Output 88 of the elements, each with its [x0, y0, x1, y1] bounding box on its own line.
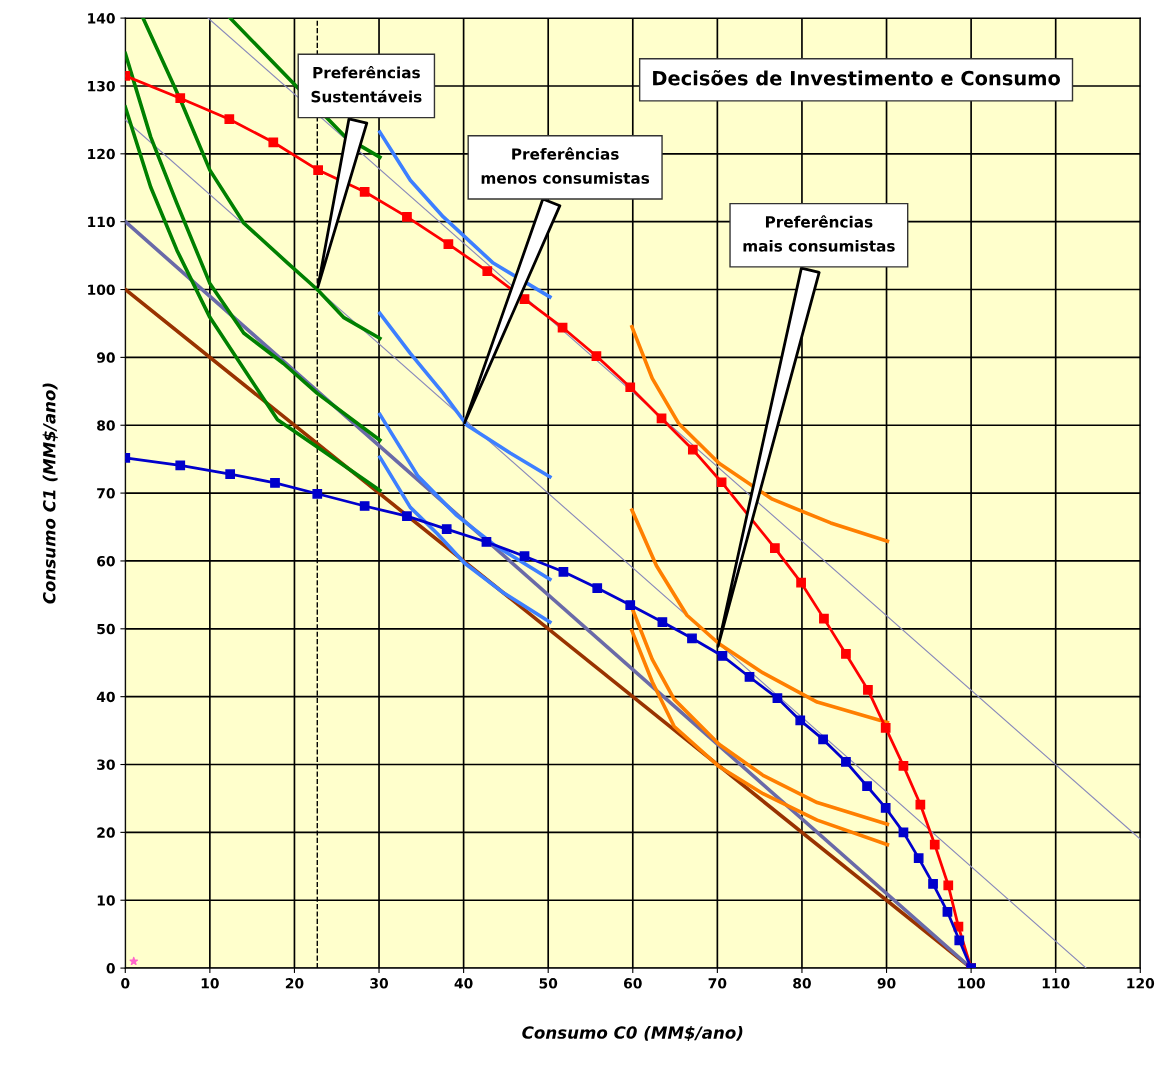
point [482, 266, 493, 277]
point [313, 165, 323, 175]
point [687, 633, 697, 644]
y-tick-label: 80 [97, 420, 115, 431]
point [942, 906, 953, 917]
x-axis-title: Consumo C0 (MM$/ano) [522, 1025, 743, 1042]
point [592, 583, 603, 593]
annotation: Preferências menos consumistas [481, 147, 650, 184]
point [443, 239, 454, 249]
point [225, 469, 236, 479]
y-tick-label: 60 [97, 555, 115, 567]
x-tick-label: 10 [201, 978, 219, 989]
point [819, 613, 829, 624]
point [481, 537, 492, 547]
point [625, 382, 636, 393]
point [716, 477, 727, 488]
line-series [630, 629, 890, 847]
y-tick-label: 120 [88, 148, 115, 160]
y-tick-label: 0 [106, 963, 115, 974]
x-tick-label: 80 [793, 978, 811, 989]
x-tick-label: 60 [623, 978, 642, 989]
point [312, 488, 323, 499]
y-tick-label: 110 [88, 216, 115, 228]
line-series [378, 311, 552, 479]
point [863, 685, 873, 695]
point [943, 880, 954, 891]
point [687, 444, 698, 455]
point [841, 649, 851, 659]
point [591, 351, 602, 361]
point [913, 853, 924, 864]
point [880, 803, 891, 813]
point [558, 566, 569, 577]
point [717, 651, 728, 661]
text: Decisões de Investimento e Consumo [653, 70, 1060, 86]
point [880, 723, 891, 733]
point [625, 600, 636, 610]
point [772, 693, 783, 703]
point [129, 956, 139, 966]
annotation: Preferências mais consumistas [743, 215, 895, 252]
x-tick-label: 20 [285, 978, 304, 989]
point [359, 186, 370, 197]
x-tick-label: 40 [454, 978, 473, 989]
point [796, 577, 806, 588]
y-tick-label: 40 [96, 691, 115, 703]
y-tick-label: 140 [88, 13, 115, 24]
point [268, 137, 279, 148]
point [928, 879, 938, 889]
point [657, 617, 668, 627]
point [519, 551, 530, 562]
point [898, 761, 909, 771]
point [441, 524, 452, 534]
point [744, 672, 755, 682]
point [175, 460, 186, 471]
y-tick-label: 70 [97, 488, 115, 499]
point [224, 114, 235, 125]
line-series [125, 105, 382, 493]
y-axis-title: Consumo C1 (MM$/ano) [42, 383, 58, 604]
point [862, 781, 872, 792]
line-series [630, 325, 890, 544]
y-tick-label: 130 [88, 80, 115, 92]
point [929, 839, 940, 850]
annotation: Preferências Sustentáveis [311, 65, 422, 103]
point [359, 501, 370, 511]
point [270, 478, 280, 488]
x-tick-label: 110 [1042, 978, 1070, 989]
y-tick-label: 10 [97, 895, 115, 906]
x-tick-label: 70 [708, 978, 727, 989]
y-tick-label: 30 [97, 759, 115, 770]
point [402, 212, 412, 222]
point [841, 756, 851, 767]
x-tick-label: 100 [958, 978, 985, 989]
x-tick-label: 120 [1127, 978, 1155, 989]
line-series [378, 412, 552, 582]
y-tick-label: 100 [88, 284, 115, 295]
y-tick-label: 50 [97, 623, 115, 635]
point [175, 93, 186, 104]
y-tick-label: 20 [97, 827, 115, 838]
x-tick-label: 50 [539, 978, 558, 989]
x-tick-label: 30 [370, 978, 389, 989]
point [402, 511, 412, 522]
point [818, 734, 828, 745]
point [954, 935, 965, 946]
x-tick-label: 90 [877, 978, 896, 989]
line-series [378, 455, 552, 624]
x-tick-label: 0 [121, 978, 130, 989]
point [795, 715, 806, 726]
point [770, 543, 780, 553]
y-tick-label: 90 [96, 352, 115, 363]
